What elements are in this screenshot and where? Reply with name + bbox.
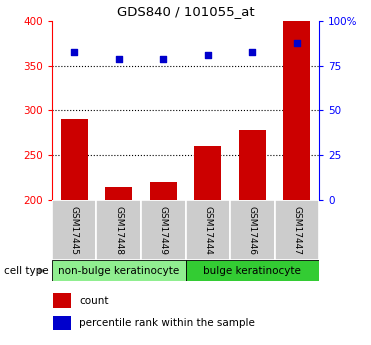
Text: GSM17446: GSM17446 xyxy=(248,206,257,255)
Point xyxy=(249,49,255,55)
Bar xyxy=(53,293,70,308)
Point xyxy=(160,57,166,62)
Bar xyxy=(150,182,177,200)
Point xyxy=(205,52,211,58)
Bar xyxy=(275,200,319,260)
Bar xyxy=(96,200,141,260)
Bar xyxy=(105,187,132,200)
Bar xyxy=(61,119,88,200)
Point xyxy=(116,57,122,62)
Point xyxy=(294,40,300,46)
Bar xyxy=(141,200,186,260)
Bar xyxy=(239,130,266,200)
Title: GDS840 / 101055_at: GDS840 / 101055_at xyxy=(117,5,254,18)
Text: non-bulge keratinocyte: non-bulge keratinocyte xyxy=(58,266,179,276)
Bar xyxy=(186,260,319,281)
Text: GSM17447: GSM17447 xyxy=(292,206,301,255)
Bar xyxy=(194,146,221,200)
Text: GSM17448: GSM17448 xyxy=(114,206,123,255)
Text: percentile rank within the sample: percentile rank within the sample xyxy=(79,318,255,328)
Point xyxy=(71,49,77,55)
Bar xyxy=(283,21,310,200)
Bar xyxy=(186,200,230,260)
Text: GSM17449: GSM17449 xyxy=(159,206,168,255)
Bar xyxy=(52,260,186,281)
Text: bulge keratinocyte: bulge keratinocyte xyxy=(203,266,301,276)
Text: count: count xyxy=(79,296,109,306)
Text: GSM17444: GSM17444 xyxy=(203,206,212,255)
Bar xyxy=(52,200,96,260)
Text: cell type: cell type xyxy=(4,266,48,276)
Bar xyxy=(230,200,275,260)
Text: GSM17445: GSM17445 xyxy=(70,206,79,255)
Bar xyxy=(53,316,70,330)
